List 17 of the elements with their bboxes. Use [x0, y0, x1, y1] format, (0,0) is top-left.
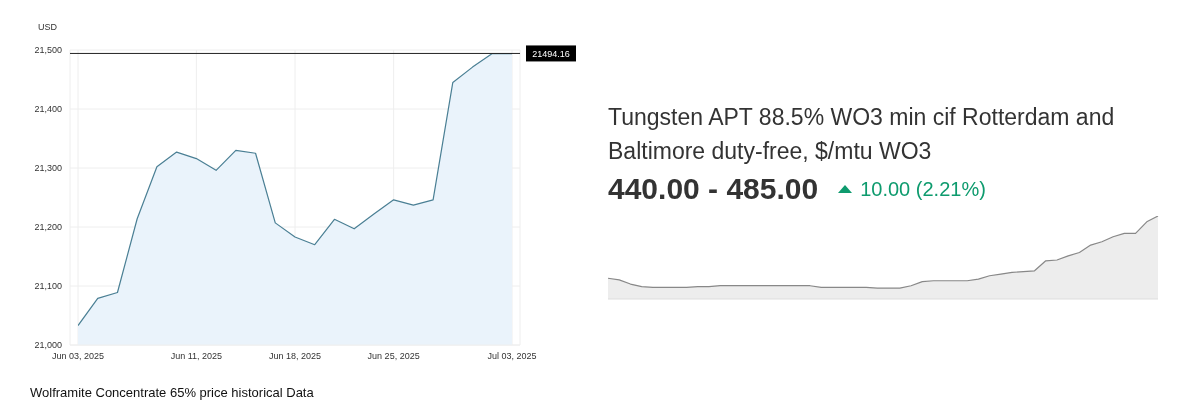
text: Wolframite Concentrate 65% price historical Data [30, 385, 314, 400]
y-axis-title: USD [38, 22, 58, 32]
y-tick-label: 21,000 [34, 340, 62, 351]
ref-line-label: 21494.16 [532, 49, 570, 60]
x-tick-label: Jun 03, 2025 [51, 351, 105, 362]
y-tick-label: 21,500 [34, 45, 62, 56]
y-tick-label: 21,100 [34, 281, 62, 292]
text: 10.00 (2.21%) [860, 177, 986, 201]
chart-subtitle: 440.00 - 485.00 [608, 172, 819, 206]
y-tick-label: 21,200 [34, 222, 62, 233]
y-tick-label: 21,400 [34, 104, 62, 115]
y-tick-label: 21,300 [34, 163, 62, 174]
x-tick-label: Jun 11, 2025 [170, 351, 223, 362]
x-tick-label: Jun 18, 2025 [268, 351, 322, 362]
x-tick-label: Jun 25, 2025 [367, 351, 420, 362]
chart-title: Tungsten APT 88.5% WO3 min cif Rotterdam and Baltimore duty-free, $/mtu WO3 [608, 103, 1116, 166]
x-tick-label: Jul 03, 2025 [487, 351, 537, 362]
